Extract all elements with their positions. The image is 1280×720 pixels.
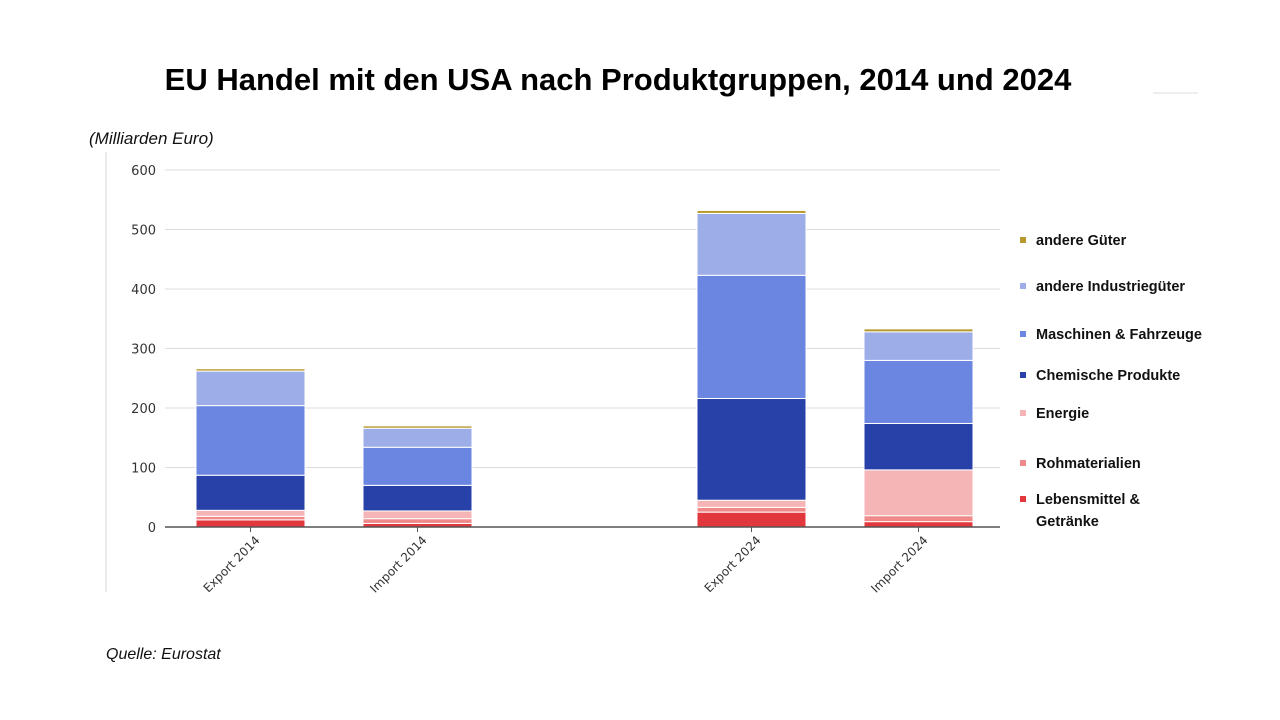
bar-segment xyxy=(863,331,974,361)
bar-segment xyxy=(696,212,807,276)
legend-swatch xyxy=(1020,410,1026,416)
bar-segment xyxy=(696,499,807,508)
legend-swatch xyxy=(1020,283,1026,289)
legend-label: andere Industriegüter xyxy=(1036,279,1185,295)
legend: andere Güter andere Industriegüter Maschin… xyxy=(1020,233,1202,530)
chart-title: EU Handel mit den USA nach Produktgruppe… xyxy=(165,62,1072,97)
bar-segment xyxy=(863,469,974,517)
bar-segment xyxy=(696,274,807,399)
legend-label: Maschinen & Fahrzeuge xyxy=(1036,327,1202,343)
bar-segment xyxy=(195,405,306,476)
bar-segment xyxy=(863,359,974,424)
bar-segment xyxy=(696,506,807,513)
bar-segment xyxy=(195,368,306,372)
y-tick-label: 100 xyxy=(131,462,156,477)
y-tick-label: 300 xyxy=(131,343,156,358)
bar-segment xyxy=(863,328,974,333)
bar-segment xyxy=(863,515,974,523)
x-category-label: Export 2024 xyxy=(702,533,764,595)
source-note: Quelle: Eurostat xyxy=(106,646,221,663)
legend-swatch xyxy=(1020,496,1026,502)
bar-segment xyxy=(863,521,974,528)
legend-swatch xyxy=(1020,331,1026,337)
bar-segment xyxy=(195,509,306,517)
legend-label: Energie xyxy=(1036,406,1089,422)
bar-segment xyxy=(863,422,974,471)
bar-segment xyxy=(195,474,306,511)
bar-segment xyxy=(195,519,306,528)
legend-label: andere Güter xyxy=(1036,233,1127,249)
legend-label: Rohmaterialien xyxy=(1036,456,1141,472)
bar-segment xyxy=(696,511,807,528)
y-tick-label: 200 xyxy=(131,402,156,417)
bar-segment xyxy=(195,370,306,407)
unit-label: (Milliarden Euro) xyxy=(89,129,214,148)
bar-segment xyxy=(362,446,473,486)
y-tick-label: 0 xyxy=(148,521,156,536)
x-category-label: Import 2014 xyxy=(367,533,429,595)
bar-segment xyxy=(362,427,473,448)
y-tick-label: 600 xyxy=(131,164,156,179)
legend-swatch xyxy=(1020,372,1026,378)
bar-segment xyxy=(195,515,306,521)
bar-segment xyxy=(696,209,807,214)
bar-segment xyxy=(362,484,473,512)
bar-layer xyxy=(195,209,974,528)
bar-segment xyxy=(362,518,473,524)
x-category-label: Export 2014 xyxy=(201,533,263,595)
bar-segment xyxy=(696,397,807,501)
bar-segment xyxy=(362,510,473,520)
legend-label: Lebensmittel & xyxy=(1036,492,1140,508)
legend-swatch xyxy=(1020,460,1026,466)
y-tick-label: 400 xyxy=(131,283,156,298)
legend-swatch xyxy=(1020,237,1026,243)
bar-segment xyxy=(362,425,473,429)
legend-label: Chemische Produkte xyxy=(1036,368,1180,384)
legend-label: Getränke xyxy=(1036,514,1099,530)
x-category-label: Import 2024 xyxy=(868,533,930,595)
y-tick-label: 500 xyxy=(131,224,156,239)
